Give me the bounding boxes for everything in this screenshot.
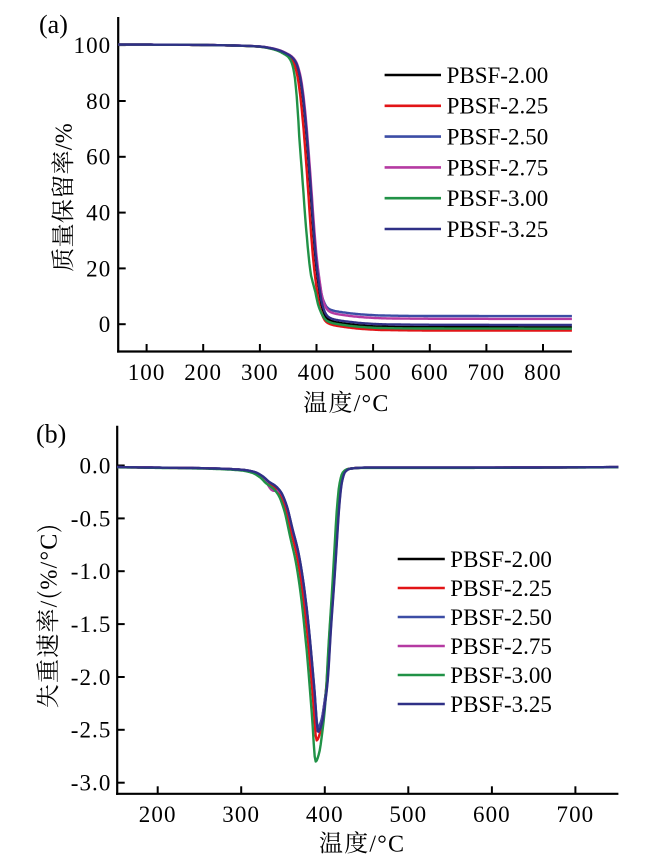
svg-text:-1.5: -1.5 bbox=[71, 612, 112, 637]
svg-text:(a): (a) bbox=[39, 10, 68, 39]
svg-text:200: 200 bbox=[184, 360, 222, 385]
svg-text:300: 300 bbox=[222, 802, 260, 827]
svg-text:400: 400 bbox=[306, 802, 344, 827]
svg-text:PBSF-2.00: PBSF-2.00 bbox=[450, 547, 552, 572]
svg-text:PBSF-2.50: PBSF-2.50 bbox=[450, 605, 552, 630]
svg-text:PBSF-3.00: PBSF-3.00 bbox=[447, 186, 549, 211]
svg-text:100: 100 bbox=[73, 33, 111, 58]
svg-text:PBSF-2.50: PBSF-2.50 bbox=[447, 125, 549, 150]
svg-text:100: 100 bbox=[128, 360, 166, 385]
svg-text:600: 600 bbox=[411, 360, 449, 385]
svg-text:0.0: 0.0 bbox=[79, 453, 111, 478]
svg-text:PBSF-2.00: PBSF-2.00 bbox=[447, 63, 549, 88]
svg-text:PBSF-2.25: PBSF-2.25 bbox=[447, 94, 549, 119]
svg-text:PBSF-2.75: PBSF-2.75 bbox=[450, 634, 552, 659]
svg-text:PBSF-3.25: PBSF-3.25 bbox=[447, 217, 549, 242]
svg-text:40: 40 bbox=[86, 201, 111, 226]
svg-text:PBSF-3.00: PBSF-3.00 bbox=[450, 663, 552, 688]
svg-text:500: 500 bbox=[389, 802, 427, 827]
svg-text:PBSF-2.25: PBSF-2.25 bbox=[450, 576, 552, 601]
svg-text:-1.0: -1.0 bbox=[71, 559, 112, 584]
svg-text:400: 400 bbox=[298, 360, 336, 385]
svg-text:60: 60 bbox=[86, 145, 111, 170]
svg-text:PBSF-2.75: PBSF-2.75 bbox=[447, 155, 549, 180]
svg-text:500: 500 bbox=[354, 360, 392, 385]
svg-text:-0.5: -0.5 bbox=[71, 506, 112, 531]
svg-text:-2.5: -2.5 bbox=[71, 718, 112, 743]
svg-text:600: 600 bbox=[473, 802, 511, 827]
svg-text:200: 200 bbox=[139, 802, 177, 827]
svg-text:80: 80 bbox=[86, 89, 111, 114]
svg-text:(b): (b) bbox=[36, 420, 66, 449]
svg-text:20: 20 bbox=[86, 256, 111, 281]
svg-text:-3.0: -3.0 bbox=[71, 771, 112, 796]
svg-text:-2.0: -2.0 bbox=[71, 665, 112, 690]
svg-text:0: 0 bbox=[99, 312, 112, 337]
svg-text:700: 700 bbox=[467, 360, 505, 385]
svg-text:300: 300 bbox=[241, 360, 279, 385]
svg-text:PBSF-3.25: PBSF-3.25 bbox=[450, 692, 552, 717]
svg-text:800: 800 bbox=[524, 360, 562, 385]
svg-text:700: 700 bbox=[556, 802, 594, 827]
